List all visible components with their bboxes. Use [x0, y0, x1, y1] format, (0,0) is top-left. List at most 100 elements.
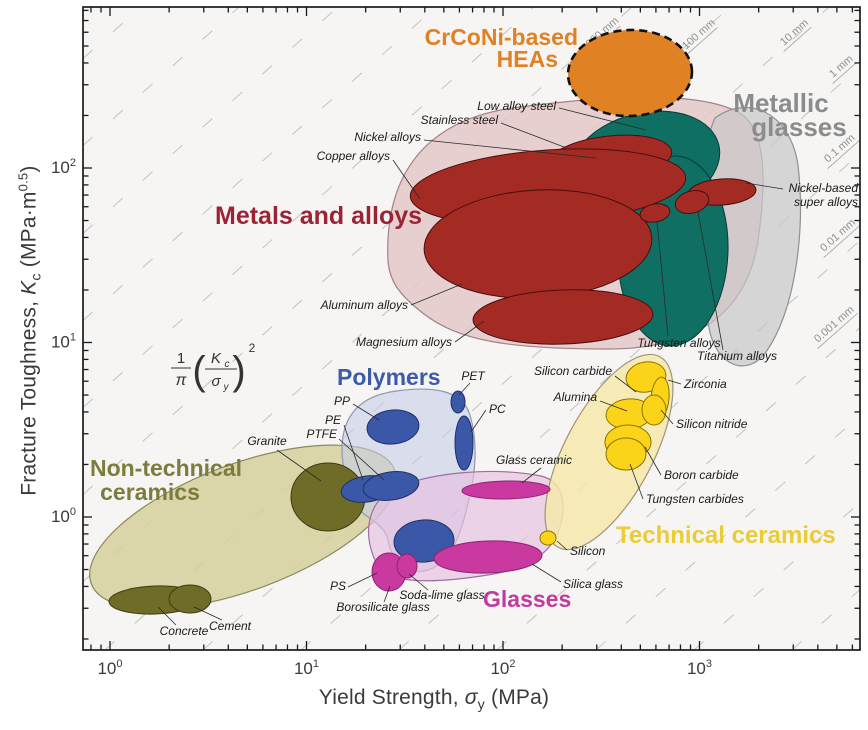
y-tick-label: 100 [51, 506, 76, 526]
annotation-label: Tungsten alloys [637, 336, 720, 350]
annotation-label: Nickel-based [789, 181, 859, 195]
metallic-glasses-label: glasses [751, 112, 846, 142]
glass-ceramic-blob [461, 480, 551, 500]
crconi-heas-blob [566, 28, 694, 118]
svg-text:σ: σ [211, 373, 221, 390]
annotation-label: Titanium alloys [697, 349, 777, 363]
cement-blob [168, 584, 212, 614]
leader-line [352, 403, 380, 421]
annotation-label: Cement [209, 619, 252, 633]
svg-text:2: 2 [249, 341, 256, 355]
annotation-label: Magnesium alloys [356, 335, 452, 349]
glasses-label: Glasses [483, 586, 571, 612]
leader-line [656, 220, 669, 337]
crconi-heas-label: HEAs [497, 46, 558, 72]
leader-line [667, 379, 682, 385]
leader-line [556, 540, 568, 551]
svg-text:π: π [176, 372, 187, 389]
leader-line [157, 606, 177, 626]
leader-line [410, 283, 463, 306]
annotation-label: Silica glass [563, 577, 623, 591]
annotation-label: Aluminum alloys [320, 298, 408, 312]
annotation-label: Silicon [570, 544, 606, 558]
svg-text:K: K [211, 350, 222, 367]
leader-line [347, 572, 378, 588]
leader-line [470, 409, 487, 433]
contour-line [82, 6, 339, 234]
ptfe-blob [362, 471, 420, 501]
leader-line [383, 585, 391, 603]
annotation-label: PET [461, 369, 486, 383]
annotation-label: Tungsten carbides [646, 492, 744, 506]
annotation-label: PE [325, 413, 342, 427]
x-axis-title: Yield Strength, σy (MPa) [318, 686, 550, 714]
annotation-label: PP [334, 394, 350, 408]
metallic-glasses-label: Metallic [733, 88, 828, 118]
x-tick-label: 101 [294, 658, 319, 678]
svg-text:1: 1 [177, 350, 185, 367]
leader-line [660, 409, 674, 425]
material-blobs [108, 28, 757, 615]
pc-blob [454, 415, 474, 471]
annotation-label: Granite [247, 434, 287, 448]
leader-line [408, 573, 429, 591]
annotation-label: Copper alloys [317, 149, 390, 163]
pp-blob [366, 409, 420, 445]
leader-line [697, 211, 724, 351]
magnesium-alloys-blob [472, 289, 654, 345]
leader-line [614, 375, 637, 393]
leader-line [521, 467, 542, 484]
annotation-label: Boron carbide [664, 468, 739, 482]
svg-text:): ) [232, 349, 245, 393]
x-tick-label: 103 [687, 658, 712, 678]
leader-line [531, 563, 562, 583]
y-axis-title: Fracture Toughness, Kc (MPa·m0.5) [15, 165, 45, 496]
contour-line [82, 6, 633, 495]
crconi-heas-label: CrCoNi-based [425, 24, 578, 50]
annotation-label: Low alloy steel [477, 99, 556, 113]
leader-line [193, 606, 223, 621]
polymers-label: Polymers [337, 364, 441, 390]
non-technical-ceramics-label: ceramics [100, 479, 200, 505]
tungsten-alloys-blob [639, 203, 671, 223]
x-tick-label: 102 [490, 658, 515, 678]
silica-glass-blob [433, 540, 543, 574]
annotation-label: PC [489, 402, 506, 416]
annotation-label: Borosilicate glass [336, 600, 429, 614]
leader-line [454, 320, 485, 343]
leader-line [745, 182, 784, 190]
leader-line [558, 107, 647, 131]
svg-text:(: ( [192, 349, 206, 393]
annotation-label: Stainless steel [421, 113, 499, 127]
pet-blob [450, 390, 466, 414]
technical-ceramics-label: Technical ceramics [616, 522, 836, 549]
annotation-label: Silicon nitride [676, 417, 748, 431]
leader-line [644, 446, 662, 476]
plot-frame [82, 6, 861, 651]
metals-and-alloys-label: Metals and alloys [215, 202, 422, 230]
leader-line [629, 463, 644, 500]
y-tick-label: 102 [51, 157, 76, 177]
annotation-label: PTFE [306, 427, 338, 441]
annotation-label: Silicon carbide [534, 364, 612, 378]
annotation-label: Concrete [160, 624, 209, 638]
leader-line [423, 139, 597, 159]
tick-labels: 100 101 102 103 100 101 102 [51, 157, 712, 678]
tungsten-carbides-blob [605, 437, 647, 471]
leader-line [458, 382, 471, 396]
svg-text:c: c [225, 359, 230, 370]
contour-line [496, 327, 861, 651]
nickel-super-alloys-blob [674, 189, 710, 215]
annotation-label: Soda-lime glass [399, 588, 484, 602]
annotation-label: Nickel alloys [354, 130, 421, 144]
soda-lime-glass-blob [396, 553, 418, 579]
leader-line [338, 438, 385, 481]
annotation-label: Glass ceramic [496, 453, 572, 467]
non-technical-ceramics-label: Non-technical [90, 455, 242, 481]
axes-ticks [83, 7, 860, 650]
x-tick-label: 100 [97, 658, 122, 678]
